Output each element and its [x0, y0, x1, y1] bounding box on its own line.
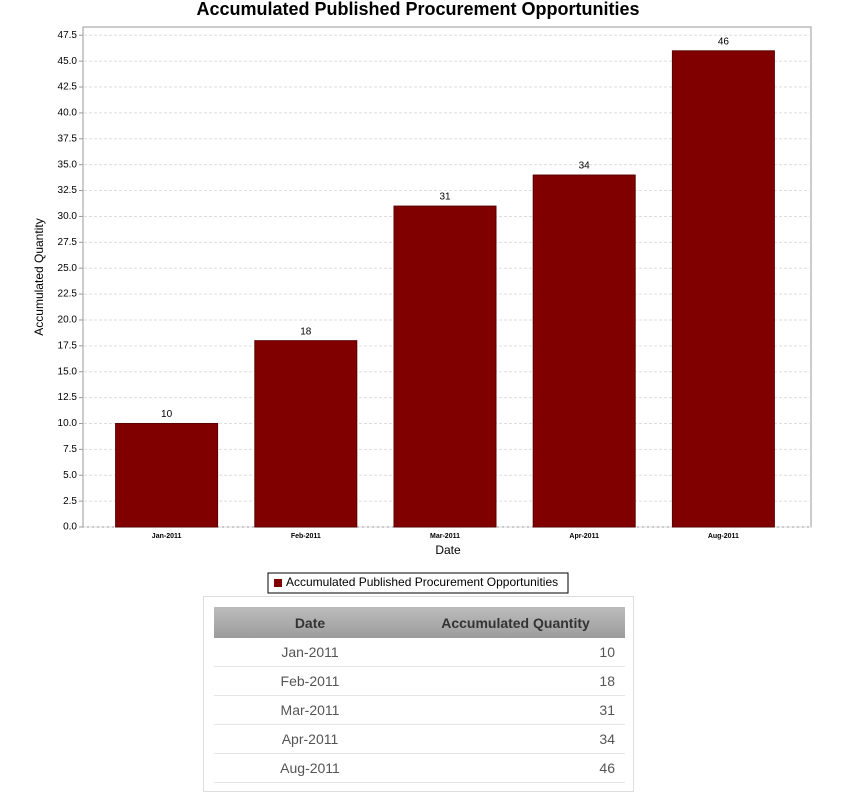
- y-tick-label: 17.5: [58, 340, 78, 351]
- bar: [254, 340, 358, 528]
- table-cell: Mar-2011: [214, 695, 406, 725]
- table-panel: Date Accumulated Quantity Jan-2011 10 Feb-20…: [203, 596, 634, 792]
- y-tick-label: 35.0: [58, 159, 78, 170]
- bar: [115, 422, 219, 528]
- legend: [267, 572, 569, 594]
- y-tick-label: 25.0: [58, 263, 78, 274]
- table-row: Aug-2011 46: [214, 753, 625, 783]
- x-tick-label: Feb-2011: [291, 533, 321, 540]
- data-table: Date Accumulated Quantity Jan-2011 10 Feb-20…: [214, 607, 625, 783]
- data-label: 10: [161, 409, 173, 420]
- y-tick-label: 47.5: [58, 30, 78, 41]
- bar: [532, 174, 636, 528]
- legend-swatch: [274, 579, 282, 587]
- table-row: Mar-2011 31: [214, 695, 625, 725]
- y-tick-label: 2.5: [63, 496, 77, 507]
- chart-title: Accumulated Published Procurement Opport…: [196, 0, 639, 19]
- table-cell: 34: [406, 724, 625, 754]
- y-tick-label: 22.5: [58, 289, 78, 300]
- y-tick-label: 30.0: [58, 211, 78, 222]
- x-tick-label: Jan-2011: [152, 533, 182, 540]
- column-header: Accumulated Quantity: [406, 607, 625, 638]
- legend-label: Accumulated Published Procurement Opport…: [286, 575, 558, 589]
- y-tick-label: 12.5: [58, 392, 78, 403]
- y-tick-label: 45.0: [58, 56, 78, 67]
- bar: [393, 205, 497, 528]
- x-tick-label: Aug-2011: [708, 533, 739, 540]
- table-cell: Apr-2011: [214, 724, 406, 754]
- table-cell: Jan-2011: [214, 638, 406, 667]
- y-tick-label: 40.0: [58, 108, 78, 119]
- y-tick-label: 15.0: [58, 366, 78, 377]
- table-cell: 10: [406, 638, 625, 667]
- table-cell: 46: [406, 753, 625, 783]
- y-tick-label: 27.5: [58, 237, 78, 248]
- y-axis-label: Accumulated Quantity: [32, 218, 46, 335]
- y-tick-label: 0.0: [63, 522, 77, 533]
- table-cell: Aug-2011: [214, 753, 406, 783]
- data-label: 46: [718, 36, 730, 47]
- y-tick-label: 5.0: [63, 470, 77, 481]
- y-tick-label: 37.5: [58, 133, 78, 144]
- data-label: 34: [579, 161, 591, 172]
- y-tick-label: 32.5: [58, 185, 78, 196]
- bar: [671, 50, 775, 528]
- table-cell: 31: [406, 695, 625, 725]
- data-label: 18: [300, 326, 312, 337]
- y-tick-label: 20.0: [58, 315, 78, 326]
- x-tick-label: Apr-2011: [569, 533, 599, 540]
- column-header: Date: [214, 607, 406, 638]
- table-cell: 18: [406, 666, 625, 696]
- y-tick-label: 42.5: [58, 82, 78, 93]
- table-cell: Feb-2011: [214, 666, 406, 696]
- x-axis-label: Date: [435, 543, 461, 557]
- y-tick-label: 10.0: [58, 418, 78, 429]
- data-label: 31: [439, 192, 451, 203]
- chart: Accumulated Published Procurement Opport…: [32, 0, 812, 594]
- table-row: Jan-2011 10: [214, 638, 625, 667]
- table-header: Date Accumulated Quantity: [214, 607, 625, 638]
- x-tick-label: Mar-2011: [430, 533, 460, 540]
- table-row: Feb-2011 18: [214, 666, 625, 696]
- y-tick-label: 7.5: [63, 444, 77, 455]
- table-row: Apr-2011 34: [214, 724, 625, 754]
